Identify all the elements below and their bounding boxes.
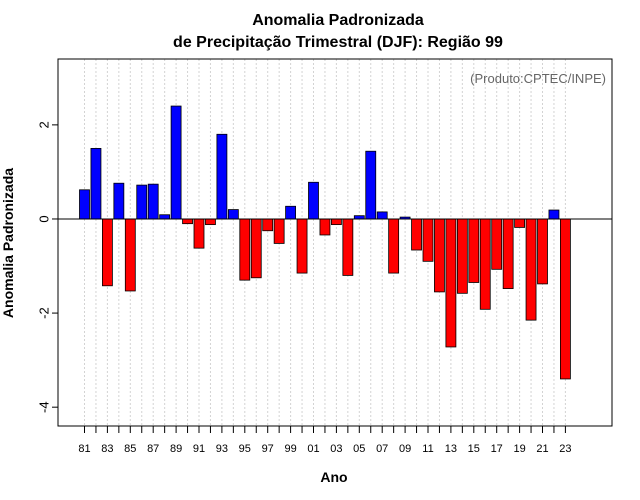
bar-89 bbox=[170, 105, 182, 220]
bar-97 bbox=[262, 218, 274, 232]
x-tick-label: 07 bbox=[376, 443, 388, 455]
bar-18 bbox=[502, 218, 514, 290]
bar-02 bbox=[319, 218, 331, 236]
bar-15 bbox=[468, 218, 480, 283]
y-tick-label: 0 bbox=[36, 215, 51, 222]
bar-10 bbox=[411, 218, 422, 251]
x-tick-label: 09 bbox=[399, 443, 411, 455]
x-tick-label: 93 bbox=[216, 443, 228, 455]
bar-82 bbox=[90, 147, 102, 220]
x-axis: 81 83 85 87 89 91 93 95 97 99 01 03 05 07 09 11 13 15 17 19… bbox=[78, 426, 572, 455]
bar-92 bbox=[205, 218, 216, 226]
y-axis: -4 -2 0 2 bbox=[36, 121, 58, 413]
x-tick-label: 21 bbox=[536, 443, 548, 455]
x-tick-label: 17 bbox=[491, 443, 503, 455]
bar-85 bbox=[124, 218, 136, 292]
chart-title-line2: de Precipitação Trimestral (DJF): Região… bbox=[173, 34, 503, 51]
x-tick-label: 11 bbox=[422, 443, 433, 455]
bar-84 bbox=[113, 182, 125, 220]
y-tick-label: 2 bbox=[36, 121, 51, 128]
gridlines bbox=[84, 59, 566, 426]
bar-99 bbox=[285, 205, 297, 220]
bar-81 bbox=[79, 189, 90, 220]
x-axis-label: Ano bbox=[320, 469, 347, 485]
bar-04 bbox=[342, 218, 354, 276]
bar-07 bbox=[376, 211, 388, 220]
bar-90 bbox=[182, 218, 193, 225]
bar-21 bbox=[537, 218, 548, 285]
bar-96 bbox=[250, 218, 262, 279]
x-tick-label: 15 bbox=[468, 443, 480, 455]
bar-13 bbox=[445, 218, 457, 348]
x-tick-label: 91 bbox=[193, 443, 205, 455]
bar-19 bbox=[514, 218, 525, 228]
x-tick-label: 83 bbox=[101, 443, 113, 455]
bar-17 bbox=[491, 218, 503, 270]
plot-frame bbox=[57, 58, 613, 427]
bar-87 bbox=[147, 183, 159, 220]
bar-12 bbox=[434, 218, 445, 293]
bar-86 bbox=[136, 184, 148, 220]
bar-94 bbox=[227, 209, 239, 220]
bar-95 bbox=[239, 218, 251, 281]
x-tick-label: 85 bbox=[124, 443, 136, 455]
x-tick-label: 13 bbox=[445, 443, 457, 455]
x-tick-label: 89 bbox=[170, 443, 182, 455]
annotation: (Produto:CPTEC/INPE) bbox=[470, 71, 606, 86]
bar-20 bbox=[525, 218, 537, 321]
bar-16 bbox=[479, 218, 491, 310]
bar-14 bbox=[456, 218, 468, 294]
bar-22 bbox=[548, 209, 560, 220]
bar-06 bbox=[365, 150, 377, 220]
x-tick-label: 95 bbox=[239, 443, 251, 455]
x-tick-label: 81 bbox=[78, 443, 90, 455]
x-tick-label: 23 bbox=[559, 443, 571, 455]
x-tick-label: 99 bbox=[284, 443, 296, 455]
bar-88 bbox=[159, 214, 171, 220]
bar-11 bbox=[422, 218, 434, 262]
bar-91 bbox=[193, 218, 205, 249]
bar-93 bbox=[216, 133, 228, 220]
bar-03 bbox=[330, 218, 342, 226]
bar-98 bbox=[273, 218, 285, 244]
chart-title-line1: Anomalia Padronizada bbox=[252, 12, 424, 29]
bar-83 bbox=[102, 218, 113, 287]
x-tick-label: 05 bbox=[353, 443, 365, 455]
x-tick-label: 01 bbox=[307, 443, 319, 455]
y-axis-label: Anomalia Padronizada bbox=[0, 168, 16, 318]
bar-23 bbox=[560, 218, 571, 380]
x-tick-label: 87 bbox=[147, 443, 159, 455]
bar-01 bbox=[308, 181, 319, 220]
y-tick-label: -2 bbox=[36, 307, 51, 319]
x-tick-label: 03 bbox=[330, 443, 342, 455]
y-tick-label: -4 bbox=[36, 401, 51, 413]
bars bbox=[79, 105, 571, 380]
x-tick-label: 19 bbox=[513, 443, 525, 455]
bar-00 bbox=[296, 218, 308, 274]
bar-08 bbox=[388, 218, 400, 274]
x-tick-label: 97 bbox=[262, 443, 274, 455]
